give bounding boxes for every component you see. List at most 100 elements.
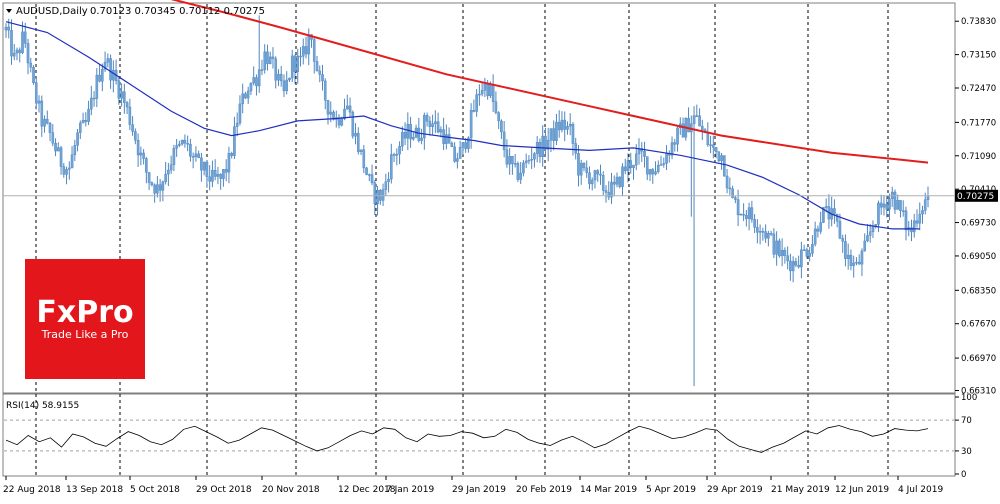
- candle: [387, 172, 390, 193]
- candle: [406, 112, 410, 151]
- candle: [450, 141, 454, 148]
- candle: [431, 114, 434, 135]
- time-tick-label: 22 Aug 2018: [3, 485, 61, 495]
- candle: [596, 169, 600, 182]
- candle: [43, 115, 46, 133]
- candle: [238, 95, 242, 126]
- candle: [855, 257, 858, 266]
- candle: [268, 51, 272, 65]
- candle: [142, 149, 145, 165]
- candle: [362, 145, 366, 174]
- symbol-dropdown-icon[interactable]: [6, 9, 12, 13]
- candle: [436, 112, 440, 134]
- candle: [260, 59, 264, 76]
- price-tick-label: 0.66970: [961, 354, 996, 364]
- candle: [403, 122, 407, 146]
- candle: [343, 98, 346, 121]
- candle: [808, 246, 811, 262]
- candle: [153, 183, 156, 203]
- candle: [200, 152, 203, 182]
- candle: [244, 91, 247, 100]
- candle: [417, 117, 421, 143]
- candle: [915, 209, 919, 228]
- candle: [224, 159, 228, 182]
- candle: [918, 202, 922, 231]
- candle: [833, 199, 836, 224]
- candle: [420, 128, 423, 145]
- candle: [566, 121, 569, 135]
- candle: [662, 157, 666, 168]
- price-tick-label: 0.69730: [961, 219, 996, 229]
- price-tick-label: 0.71770: [961, 118, 996, 128]
- candle: [868, 223, 872, 243]
- candle: [84, 112, 88, 127]
- candle: [367, 173, 371, 182]
- candle: [235, 112, 239, 137]
- candle: [34, 78, 38, 110]
- candle: [923, 192, 927, 215]
- candle: [423, 112, 426, 150]
- candle: [621, 163, 624, 196]
- candle: [414, 124, 418, 139]
- candle: [95, 68, 99, 108]
- candle: [51, 124, 55, 147]
- candle: [769, 230, 773, 236]
- candle: [590, 177, 594, 191]
- candle: [117, 77, 121, 105]
- candle: [626, 153, 630, 183]
- candle: [640, 142, 644, 163]
- candle: [690, 115, 693, 217]
- candle: [535, 136, 539, 163]
- candle: [615, 172, 619, 188]
- candle: [156, 176, 159, 198]
- price-axis: 0.738300.731500.724700.717700.710900.704…: [955, 17, 996, 396]
- candle: [178, 140, 181, 148]
- candle: [211, 160, 214, 188]
- candle: [725, 168, 729, 194]
- candle: [381, 183, 385, 207]
- candle: [860, 248, 864, 277]
- candle: [767, 230, 770, 247]
- candle: [312, 37, 316, 74]
- candle: [315, 55, 319, 72]
- candle: [800, 241, 803, 279]
- candle: [601, 171, 605, 196]
- candle: [747, 202, 751, 231]
- candle: [467, 136, 470, 153]
- candle: [530, 147, 533, 170]
- candle: [756, 219, 759, 244]
- candle: [202, 161, 206, 176]
- time-tick-label: 20 Feb 2019: [516, 485, 572, 495]
- candle: [511, 155, 514, 175]
- candlestick-series: [4, 15, 930, 387]
- symbol-label[interactable]: AUDUSD,Daily: [16, 6, 88, 17]
- candle: [524, 153, 528, 169]
- candle: [208, 165, 211, 191]
- candle: [890, 186, 894, 207]
- candle: [519, 162, 522, 184]
- candle: [136, 133, 140, 167]
- candle: [522, 160, 525, 177]
- candle: [568, 113, 572, 136]
- candle: [167, 162, 170, 187]
- candle: [197, 150, 200, 159]
- candle: [68, 161, 71, 180]
- candle: [557, 110, 561, 138]
- candle: [128, 98, 132, 130]
- candle: [249, 82, 253, 95]
- time-tick-label: 20 Nov 2018: [262, 485, 320, 495]
- candle: [734, 195, 737, 204]
- candle: [356, 127, 360, 155]
- candle: [401, 126, 404, 152]
- candle: [409, 116, 412, 148]
- candle: [871, 220, 875, 238]
- candle: [103, 51, 107, 73]
- candle: [673, 138, 677, 152]
- candle: [684, 117, 688, 141]
- candle: [458, 140, 462, 159]
- candle: [739, 213, 743, 216]
- candle: [290, 49, 294, 83]
- candle: [582, 162, 586, 172]
